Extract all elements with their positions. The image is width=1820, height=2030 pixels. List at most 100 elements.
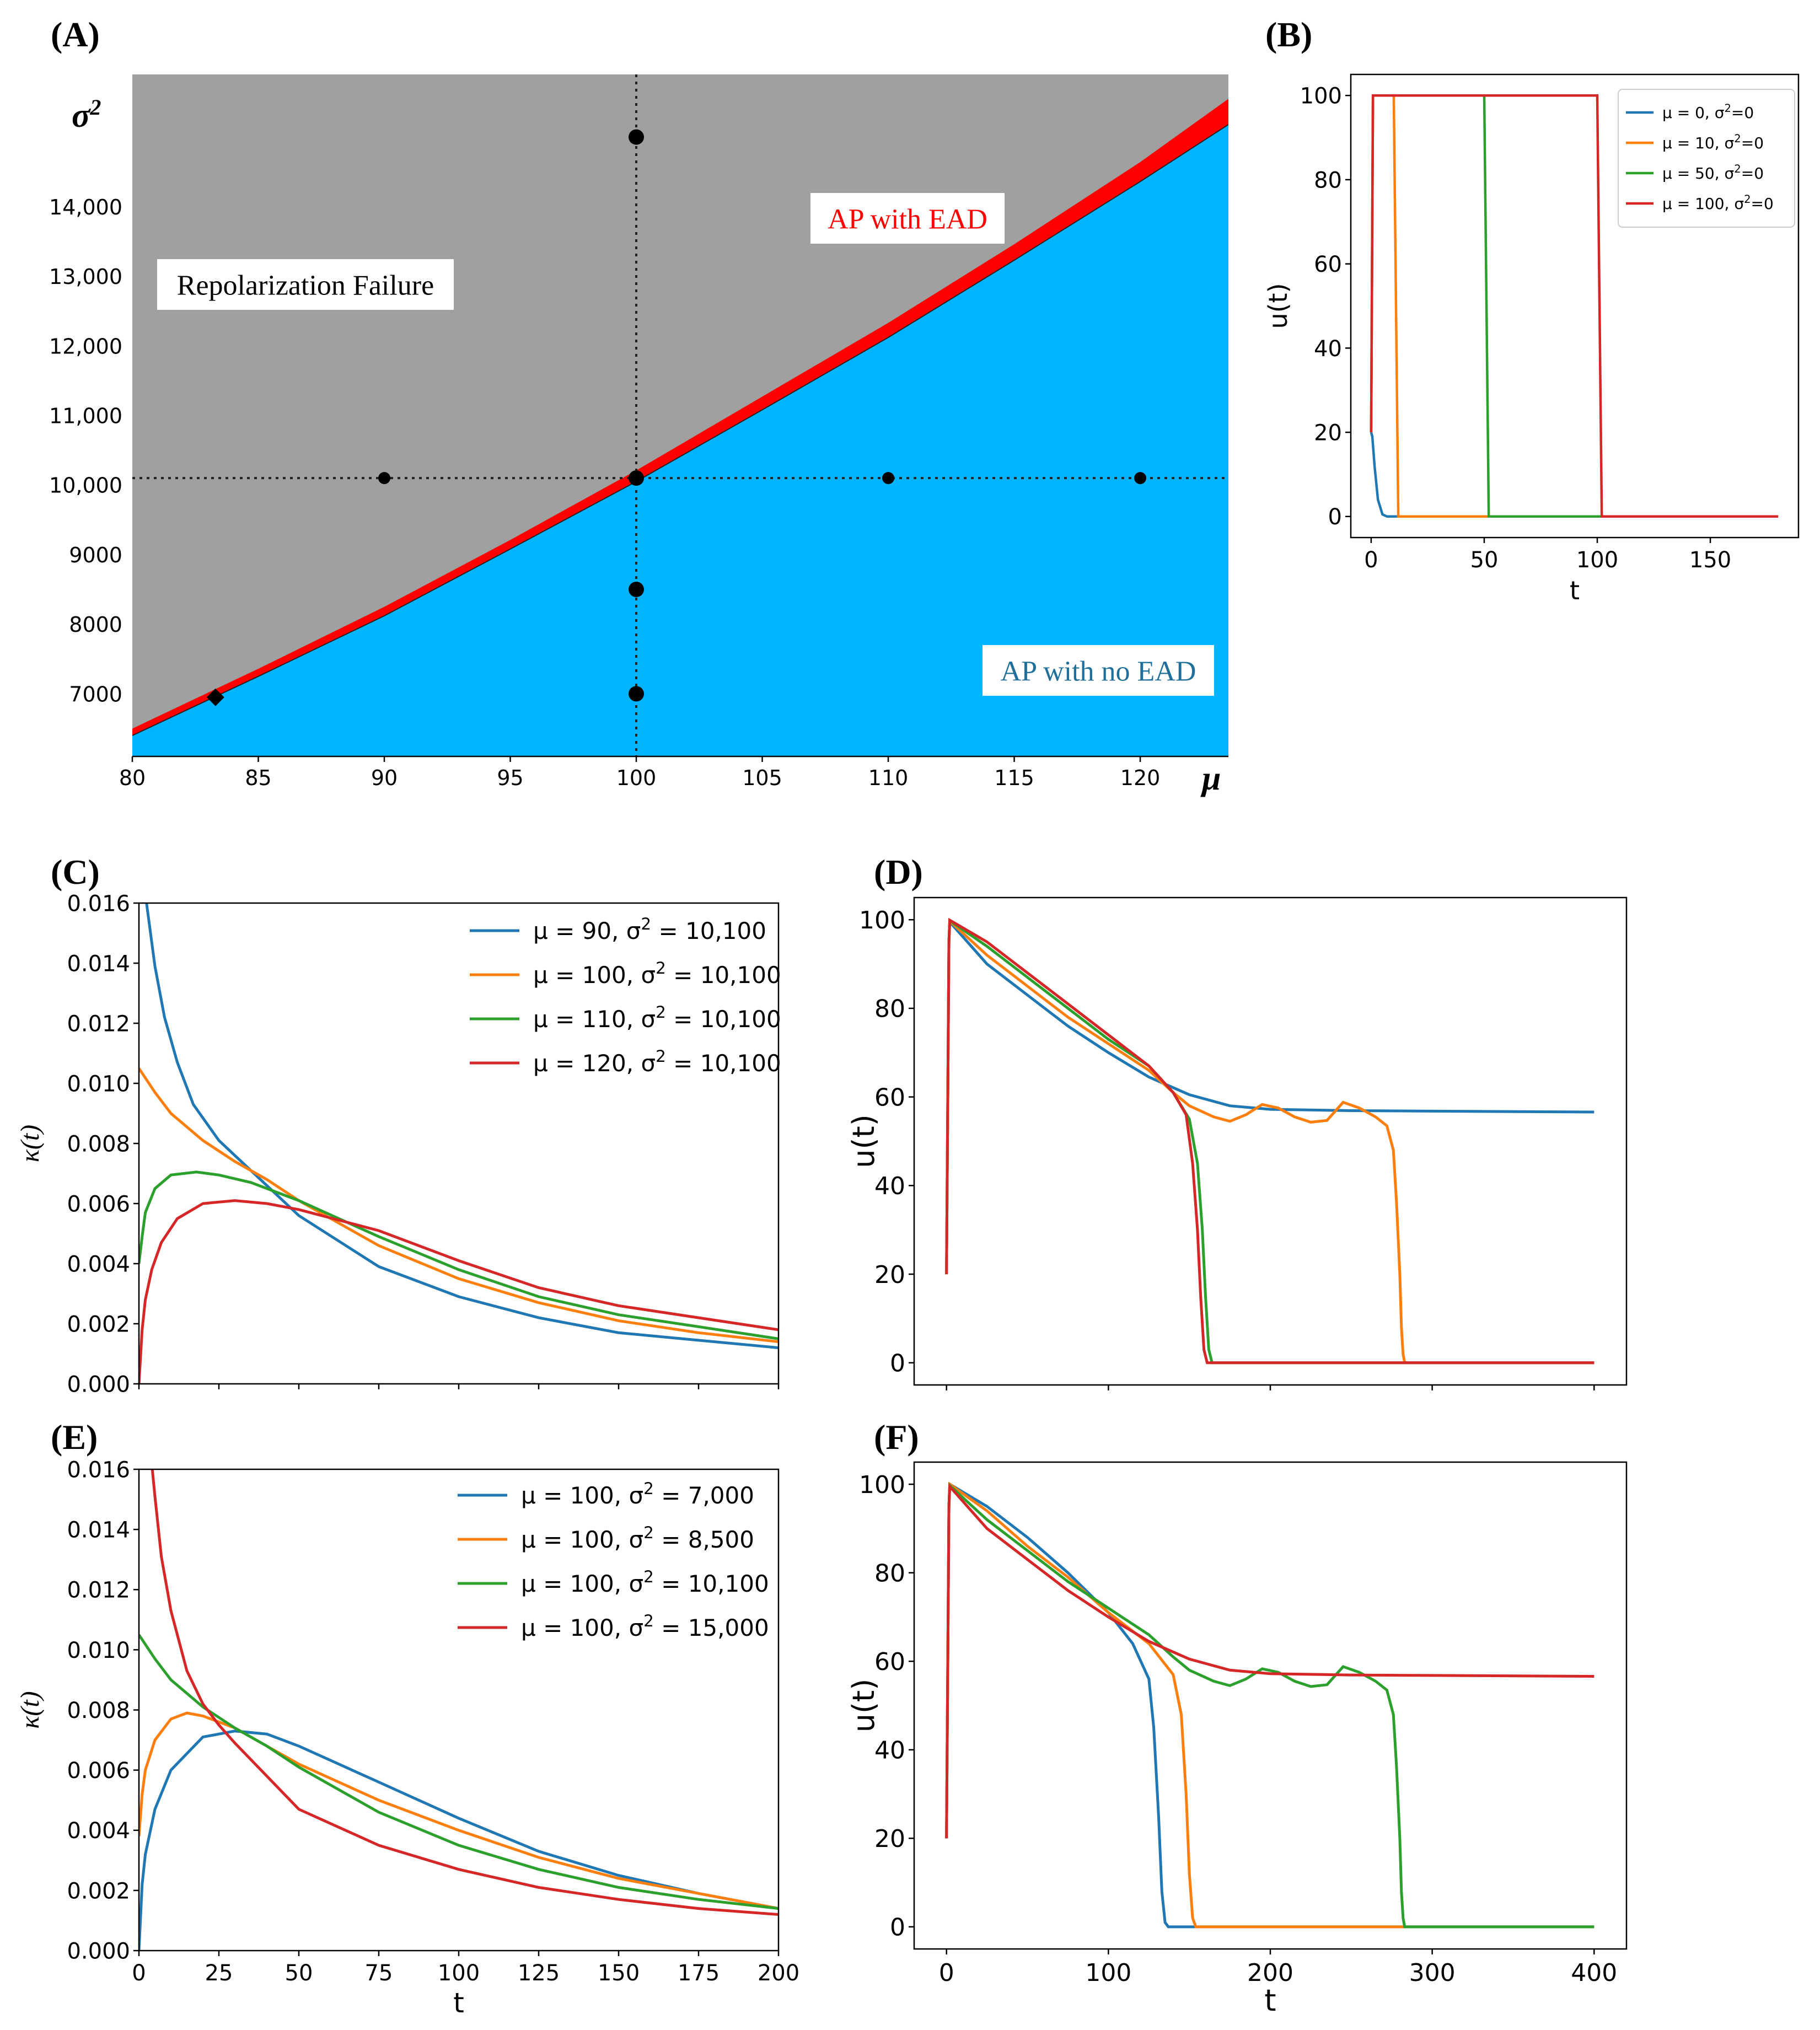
b-axes: [1350, 73, 1800, 539]
boundary-line: [132, 124, 1228, 737]
u-y-tick-label: 0: [890, 1350, 905, 1378]
series-line: [1370, 94, 1779, 518]
b-y-tick-label: 40: [1314, 336, 1342, 362]
series-line: [139, 1199, 779, 1384]
k-y-label: κ(t): [15, 1125, 45, 1162]
k-y-tick-label: 0.000: [67, 1938, 130, 1964]
k-legend-label: μ = 100, σ2 = 10,100: [533, 959, 781, 989]
k-x-tick-label: 125: [518, 1961, 560, 1986]
k-x-tick-label: 100: [438, 1961, 480, 1986]
a-y-tick-label: 10,000: [49, 474, 122, 498]
annotation-repolarization-failure: Repolarization Failure: [177, 270, 434, 301]
k-y-tick-label: 0.000: [67, 1372, 130, 1397]
k-legend-label: μ = 100, σ2 = 8,500: [521, 1523, 754, 1553]
b-legend-label: μ = 0, σ2=0: [1662, 102, 1754, 122]
series-line: [139, 1634, 779, 1910]
a-x-tick-label: 115: [994, 766, 1034, 790]
k-x-tick-label: 75: [365, 1961, 393, 1986]
b-legend-label: μ = 50, σ2=0: [1662, 163, 1764, 183]
b-y-tick-label: 60: [1314, 252, 1342, 277]
k-x-tick-label: 0: [132, 1961, 146, 1986]
phase-diagram: [132, 74, 1228, 756]
u-y-tick-label: 60: [874, 1083, 905, 1111]
k-y-tick-label: 0.016: [67, 1457, 130, 1483]
u-lines: [945, 917, 1594, 1365]
b-legend: [1618, 89, 1795, 228]
k-y-tick-label: 0.010: [67, 1638, 130, 1663]
data-point: [378, 472, 391, 485]
u-y-tick-label: 20: [874, 1261, 905, 1289]
u-y-tick-label: 0: [890, 1914, 905, 1942]
data-point: [629, 582, 645, 598]
k-legend-label: μ = 120, σ2 = 10,100: [533, 1047, 781, 1077]
k-y-tick-label: 0.006: [67, 1758, 130, 1784]
k-y-tick-label: 0.002: [67, 1878, 130, 1904]
u-y-tick-label: 80: [874, 995, 905, 1023]
k-y-tick-label: 0.004: [67, 1252, 130, 1277]
k-y-tick-label: 0.010: [67, 1071, 130, 1097]
u-x-tick-label: 400: [1571, 1959, 1617, 1987]
k-y-tick-label: 0.014: [67, 1518, 130, 1543]
a-x-label: μ: [1200, 760, 1221, 797]
u-y-tick-label: 40: [874, 1737, 905, 1765]
u-y-tick-label: 100: [859, 1471, 905, 1499]
k-y-tick-label: 0.002: [67, 1312, 130, 1337]
series-line: [945, 918, 1594, 1275]
annotation-repolarization-failure-box: [157, 259, 454, 310]
u-x-tick-label: 200: [1247, 1959, 1293, 1987]
a-y-tick-label: 9000: [69, 543, 122, 567]
u-lines: [945, 1481, 1594, 1929]
a-x-tick-label: 85: [245, 766, 271, 790]
k-legend-label: μ = 100, σ2 = 10,100: [521, 1567, 769, 1597]
k-y-tick-label: 0.004: [67, 1818, 130, 1844]
data-point: [629, 686, 645, 702]
k-x-tick-label: 50: [285, 1961, 313, 1986]
kappa-lines: [139, 903, 779, 1384]
k-y-tick-label: 0.006: [67, 1191, 130, 1217]
panel-b-lines: [1370, 94, 1779, 518]
k-x-tick-label: 25: [205, 1961, 233, 1986]
k-y-tick-label: 0.008: [67, 1131, 130, 1157]
a-x-tick-label: 95: [497, 766, 523, 790]
a-y-label: σ2: [72, 95, 101, 135]
u-x-tick-label: 0: [939, 1959, 954, 1987]
series-line: [945, 1481, 1594, 1929]
k-legend-label: μ = 90, σ2 = 10,100: [533, 915, 766, 944]
k-y-tick-label: 0.008: [67, 1698, 130, 1723]
b-y-tick-label: 0: [1328, 504, 1342, 530]
panel-label: (B): [1265, 15, 1312, 54]
b-y-tick-label: 100: [1300, 84, 1342, 109]
k-y-tick-label: 0.012: [67, 1578, 130, 1603]
u-y-tick-label: 60: [874, 1648, 905, 1676]
b-x-label: t: [1570, 576, 1580, 605]
k-y-tick-label: 0.014: [67, 951, 130, 976]
series-line: [1370, 432, 1779, 518]
panel-label: (A): [51, 15, 100, 54]
a-y-tick-label: 11,000: [49, 404, 122, 428]
b-x-tick-label: 50: [1470, 547, 1499, 573]
b-y-label: u(t): [1263, 283, 1293, 329]
a-y-tick-label: 8000: [69, 613, 122, 637]
series-line: [945, 917, 1594, 1365]
a-y-tick-label: 12,000: [49, 334, 122, 358]
a-y-tick-label: 14,000: [49, 195, 122, 219]
panel-label: (C): [51, 852, 100, 892]
k-x-tick-label: 200: [758, 1961, 799, 1986]
k-y-tick-label: 0.012: [67, 1011, 130, 1037]
k-legend-label: μ = 110, σ2 = 10,100: [533, 1003, 781, 1033]
data-point: [882, 472, 895, 485]
a-x-tick-label: 100: [616, 766, 657, 790]
u-y-tick-label: 80: [874, 1560, 905, 1588]
u-x-tick-label: 100: [1085, 1959, 1131, 1987]
u-axes: [913, 1461, 1628, 1950]
series-line: [945, 1483, 1594, 1839]
a-x-tick-label: 120: [1120, 766, 1161, 790]
region-ap-no-ead: [132, 124, 1228, 756]
annotation-ap-with-ead-box: [810, 193, 1005, 244]
panel-label: (E): [51, 1417, 98, 1457]
u-x-tick-label: 300: [1409, 1959, 1456, 1987]
k-legend-label: μ = 100, σ2 = 15,000: [521, 1612, 769, 1641]
a-x-tick-label: 105: [742, 766, 782, 790]
a-y-tick-label: 13,000: [49, 265, 122, 289]
b-x-tick-label: 100: [1576, 547, 1618, 573]
